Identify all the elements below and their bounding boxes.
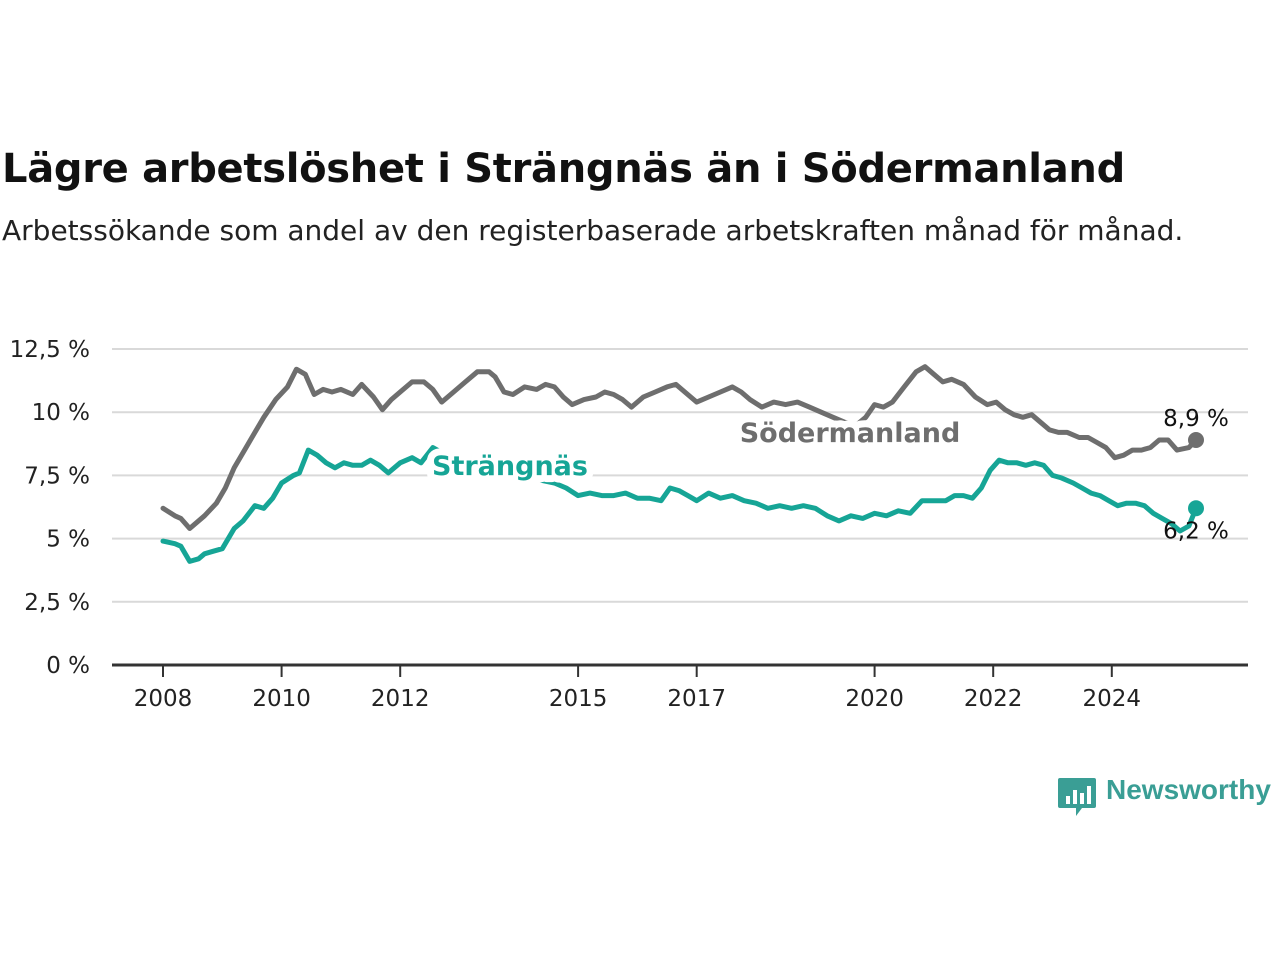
y-axis-ticks: 0 % 2,5 % 5 % 7,5 % 10 % 12,5 % — [10, 337, 90, 679]
x-tick-label: 2022 — [964, 686, 1023, 712]
series-name-label: Södermanland — [740, 418, 961, 449]
x-tick-label: 2024 — [1083, 686, 1142, 712]
y-tick-label: 5 % — [46, 527, 90, 553]
newsworthy-bar-chart-icon — [1058, 778, 1096, 816]
logo-text: Newsworthy — [1106, 774, 1271, 805]
y-tick-label: 0 % — [46, 653, 90, 679]
x-tick-label: 2012 — [371, 686, 430, 712]
chart-title: Lägre arbetslöshet i Strängnäs än i Söde… — [2, 146, 1125, 192]
series-line-sodermanland — [160, 364, 1199, 531]
x-tick-label: 2010 — [252, 686, 311, 712]
series-line-strangnas — [160, 445, 1199, 564]
y-tick-label: 10 % — [32, 400, 90, 426]
series-end-value-label: 8,9 % — [1163, 406, 1229, 432]
x-tick-label: 2017 — [667, 686, 726, 712]
chart-subtitle: Arbetssökande som andel av den registerb… — [2, 214, 1184, 247]
series-name-halo: Södermanland — [740, 418, 961, 449]
x-tick-label: 2020 — [845, 686, 904, 712]
series-end-point — [1188, 500, 1204, 517]
series-end-value-label: 6,2 % — [1163, 518, 1229, 544]
y-tick-label: 12,5 % — [10, 337, 90, 363]
y-tick-label: 7,5 % — [24, 463, 90, 489]
series-layer — [160, 364, 1204, 564]
series-labels: SödermanlandSödermanlandSträngnäsSträngn… — [425, 406, 1229, 544]
series-name-label: Strängnäs — [432, 451, 588, 482]
x-tick-label: 2015 — [549, 686, 608, 712]
x-axis: 2008 2010 2012 2015 2017 2020 2022 2024 — [112, 663, 1248, 712]
series-end-point — [1188, 432, 1204, 449]
series-name-halo: Strängnäs — [432, 451, 588, 482]
newsworthy-logo: Newsworthy — [1058, 772, 1278, 820]
y-tick-label: 2,5 % — [24, 590, 90, 616]
x-tick-label: 2008 — [134, 686, 193, 712]
